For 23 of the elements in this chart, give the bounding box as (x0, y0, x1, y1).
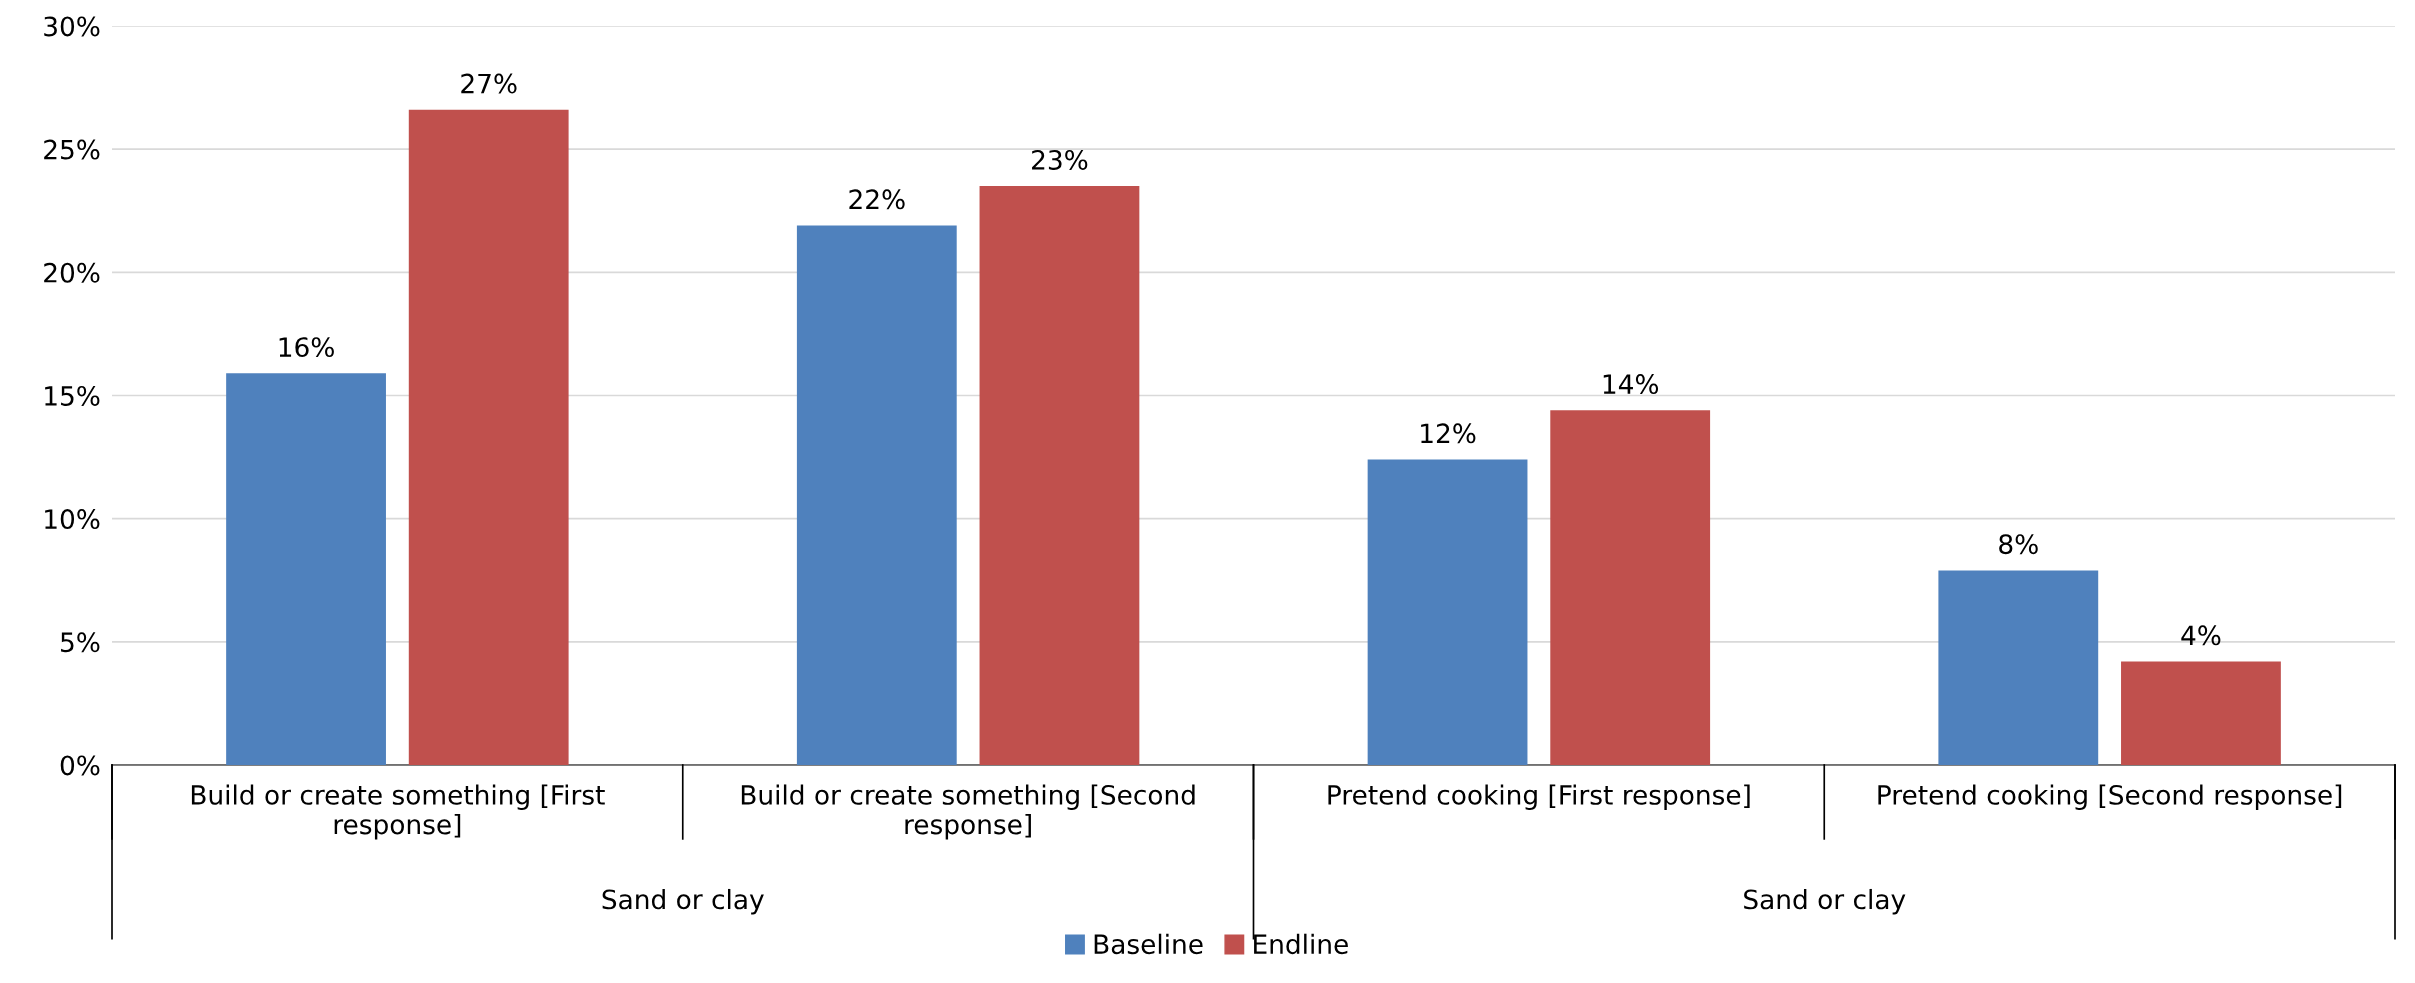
data-label: 12% (1421, 423, 1476, 444)
x-tick-label: Pretend cooking [Second response] (1878, 784, 2342, 810)
y-tick-label: 0% (60, 755, 100, 776)
data-label: 8% (1999, 534, 2038, 555)
x-tick-label: Pretend cooking [First response] (1328, 784, 1750, 810)
y-tick-label: 5% (61, 632, 100, 653)
data-label: 27% (461, 73, 517, 94)
data-label: 14% (1603, 374, 1659, 395)
x-tick-label: Build or create something [First response] (191, 784, 605, 840)
data-label: 4% (2181, 625, 2221, 646)
text: Sand or clay (602, 888, 764, 915)
y-tick-label: 30% (44, 16, 100, 37)
data-label: 16% (279, 337, 334, 358)
legend-label: Baseline (1094, 933, 1203, 955)
y-tick-label: 25% (44, 139, 100, 160)
legend-label: Endline (1254, 933, 1348, 955)
text: Sand or clay (1744, 888, 1906, 915)
y-tick-label: 15% (45, 385, 100, 406)
data-label: 23% (1032, 149, 1088, 170)
data-label: 22% (849, 189, 905, 210)
y-tick-label: 10% (45, 509, 100, 530)
y-tick-label: 20% (44, 262, 100, 283)
x-tick-label: Build or create something [Second response] (741, 784, 1195, 840)
